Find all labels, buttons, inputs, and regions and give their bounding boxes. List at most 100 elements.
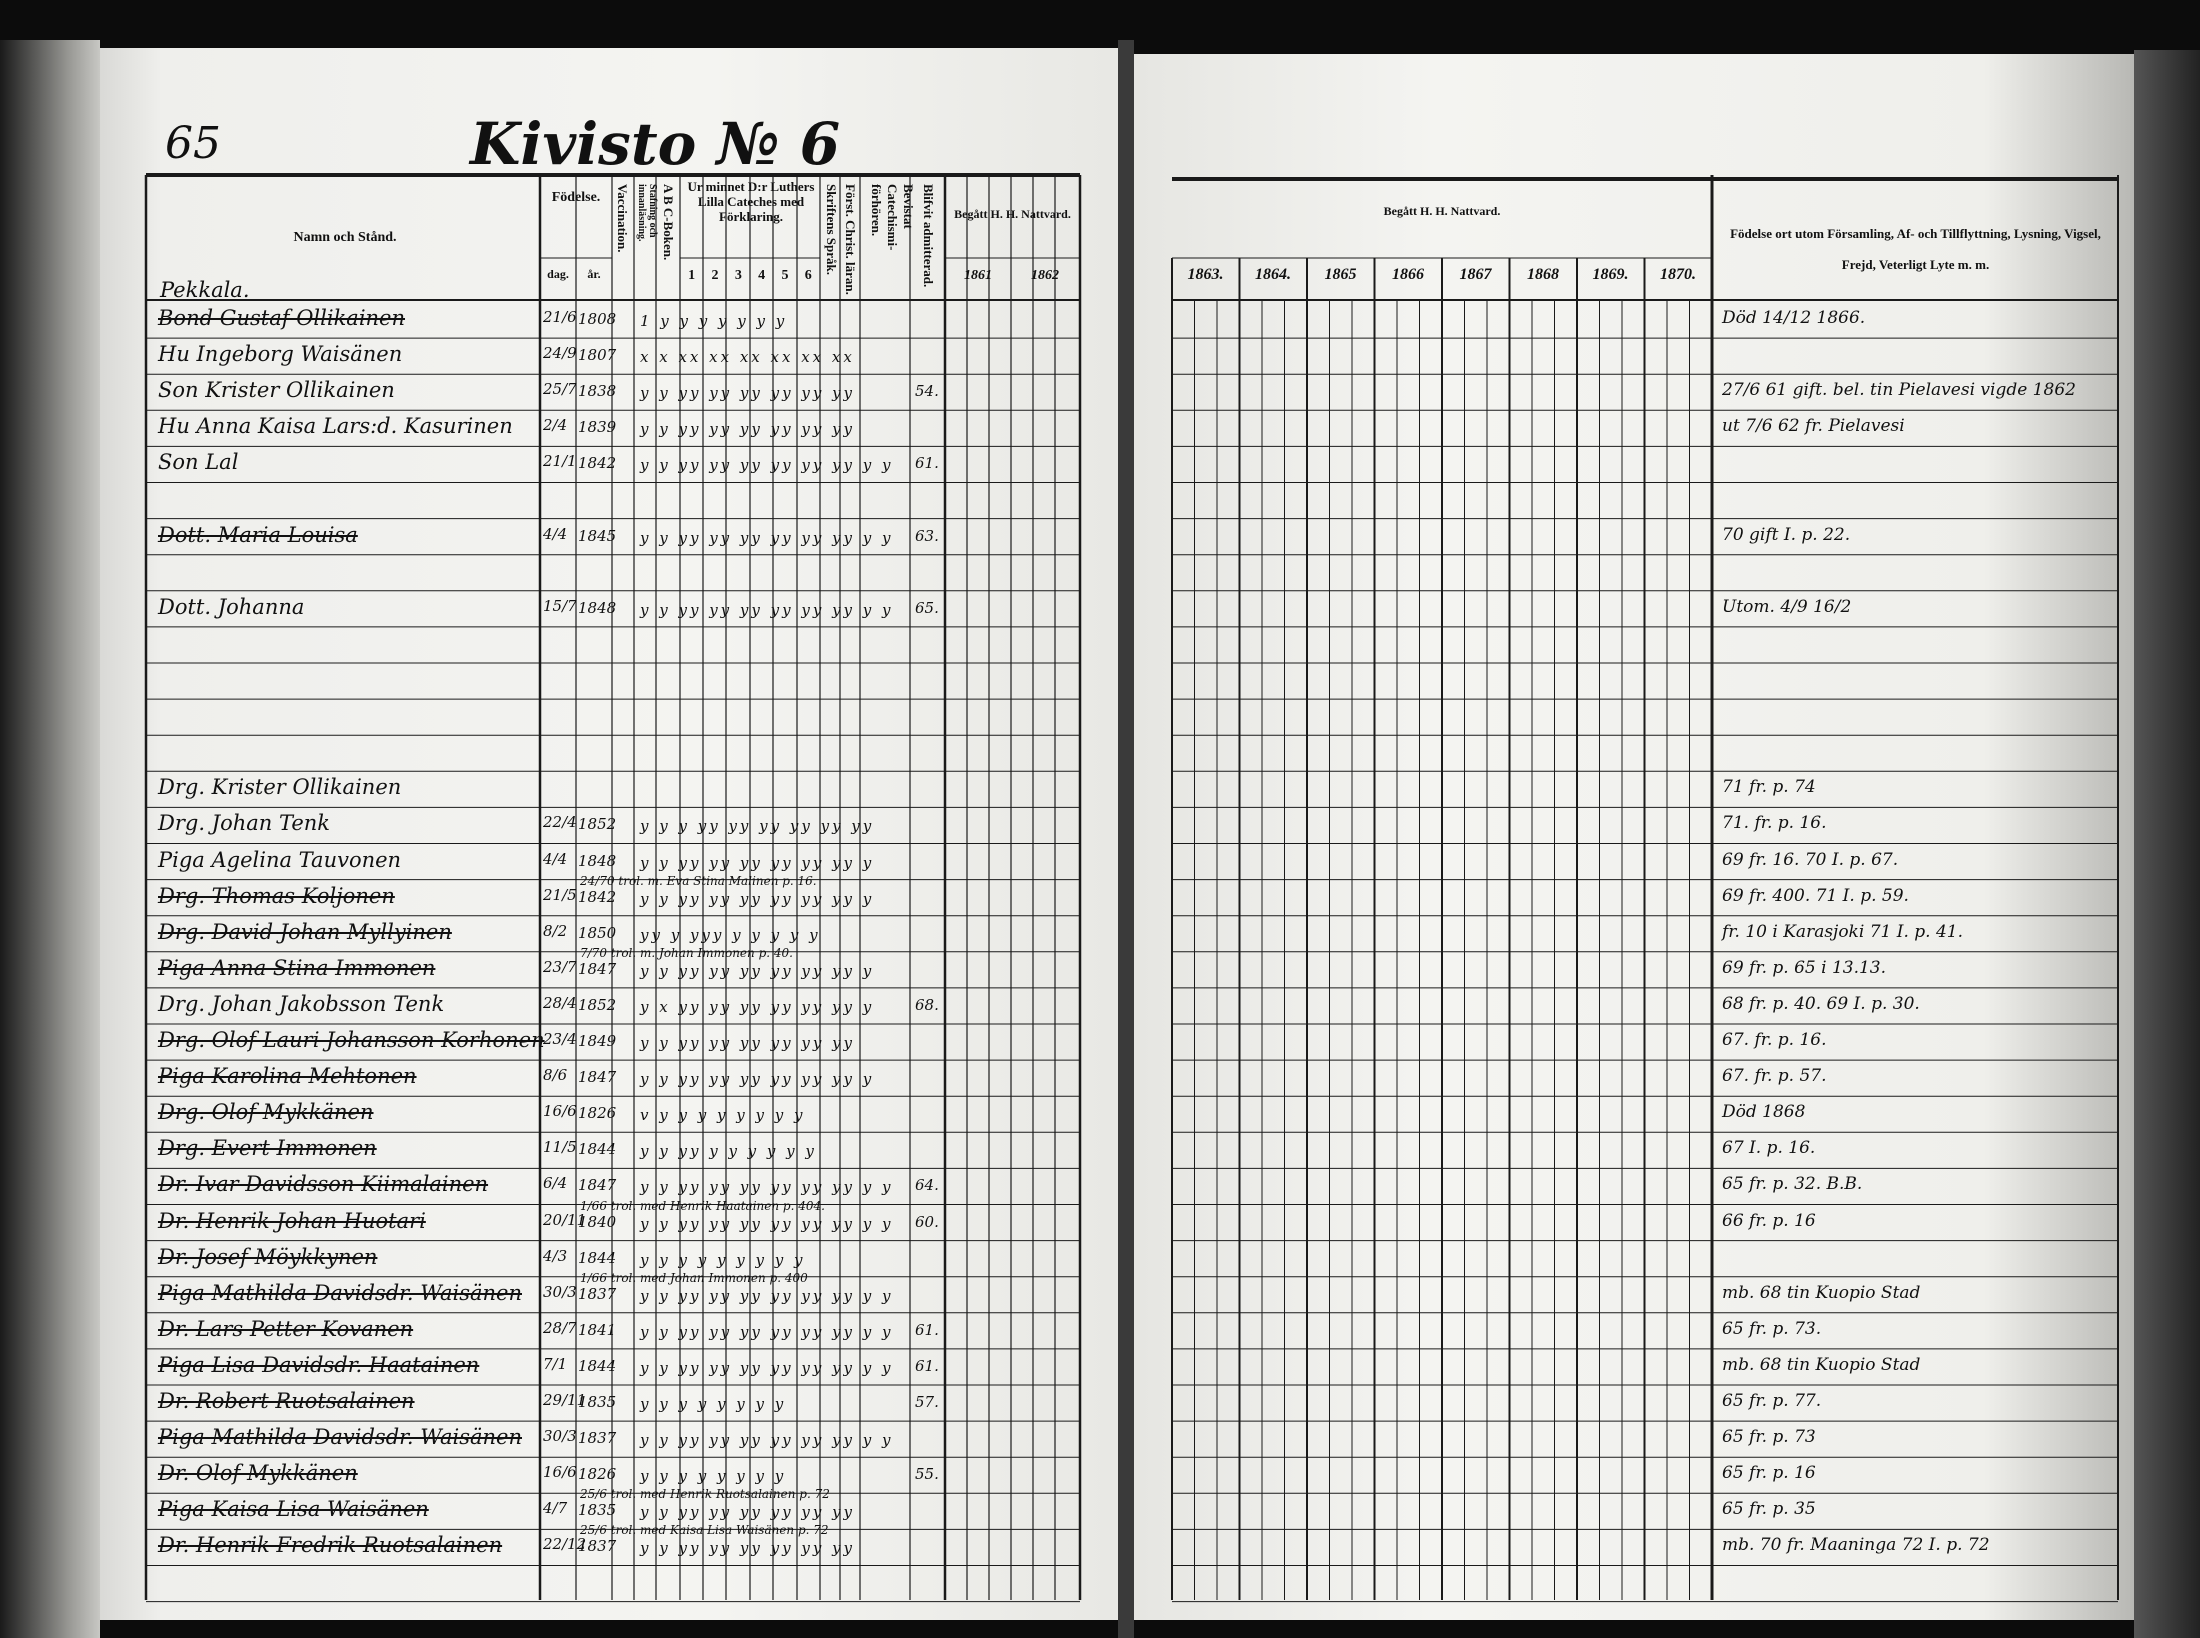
- header-year: 1865: [1324, 266, 1357, 283]
- birth-day: 29/11: [543, 1391, 587, 1409]
- birth-day: 15/7: [543, 596, 577, 615]
- person-name: Son Krister Ollikainen: [158, 378, 395, 403]
- header-year: 1866: [1392, 266, 1424, 283]
- header-birth-year: år.: [587, 267, 601, 281]
- birth-day: 4/7: [543, 1499, 568, 1518]
- birth-year: 1838: [578, 382, 617, 401]
- remark-note: 67. fr. p. 16.: [1722, 1030, 1827, 1050]
- remark-note: 67 I. p. 16.: [1722, 1138, 1816, 1159]
- header-year: 1867: [1459, 266, 1492, 283]
- remark-note: 65 fr. p. 73.: [1722, 1318, 1822, 1339]
- remark-note: 65 fr. p. 35: [1722, 1499, 1816, 1520]
- birth-day: 7/1: [543, 1354, 568, 1373]
- birth-year: 1826: [578, 1104, 617, 1123]
- birth-day: 4/4: [543, 524, 568, 543]
- interlinear-note: 7/70 trol. m. Johan Immonen p. 40.: [580, 945, 793, 960]
- header-year: 1868: [1527, 266, 1559, 283]
- remark-note: 69 fr. p. 65 i 13.13.: [1722, 957, 1887, 978]
- catechism-marks: x x xx xx xx xx xx xx: [640, 348, 855, 367]
- person-name: Piga Anna Stina Immonen: [158, 955, 436, 980]
- birth-day: 4/4: [543, 849, 568, 868]
- catechism-marks: y y yy yy yy yy yy yy y y: [640, 1322, 894, 1341]
- header-birth: Födelse.: [551, 190, 601, 205]
- birth-year: 1844: [578, 1140, 617, 1159]
- catechism-marks: y y y y y y y y y: [640, 1250, 806, 1269]
- admitted-year: 60.: [915, 1212, 939, 1231]
- remark-note: Död 14/12 1866.: [1722, 308, 1866, 328]
- catechism-marks: y y yy yy yy yy yy yy y: [640, 853, 875, 872]
- remark-note: 70 gift I. p. 22.: [1722, 524, 1851, 545]
- header-communion-right: Begått H. H. Nattvard.: [1383, 204, 1501, 218]
- remark-note: 65 fr. p. 16: [1722, 1463, 1816, 1484]
- person-name: Drg. Thomas Koljonen: [158, 883, 395, 908]
- admitted-year: 65.: [915, 598, 939, 617]
- birth-day: 24/9: [543, 344, 577, 363]
- person-name: Piga Lisa Davidsdr. Haatainen: [158, 1352, 480, 1377]
- admitted-year: 57.: [915, 1393, 939, 1411]
- catechism-marks: y y yy yy yy yy yy yy y y: [640, 600, 894, 619]
- birth-day: 25/7: [543, 380, 577, 399]
- catechism-number: 6: [804, 268, 812, 283]
- birth-year: 1835: [578, 1501, 617, 1520]
- remark-note: mb. 68 tin Kuopio Stad: [1722, 1282, 1921, 1303]
- catechism-marks: y y yy yy yy yy yy yy y y: [640, 528, 894, 547]
- catechism-marks: y x yy yy yy yy yy yy y: [640, 997, 875, 1016]
- birth-day: 11/5: [543, 1138, 577, 1157]
- birth-year: 1847: [578, 1068, 617, 1087]
- catechism-marks: y y yy yy yy yy yy yy: [640, 1503, 856, 1522]
- remark-note: fr. 10 i Karasjoki 71 I. p. 41.: [1722, 921, 1963, 942]
- catechism-marks: yy y yyy y y y y y: [640, 925, 821, 944]
- admitted-year: 61.: [915, 1356, 939, 1375]
- birth-year: 1837: [578, 1537, 617, 1556]
- admitted-year: 68.: [915, 995, 939, 1014]
- catechism-marks: y y yy yy yy yy yy yy y: [640, 889, 875, 908]
- birth-year: 1852: [578, 995, 617, 1014]
- header-year: 1864.: [1255, 266, 1291, 283]
- remark-note: ut 7/6 62 fr. Pielavesi: [1722, 416, 1905, 437]
- birth-day: 23/7: [543, 957, 577, 976]
- catechism-marks: y y yy yy yy yy yy yy y: [640, 961, 875, 980]
- catechism-number: 2: [711, 268, 719, 283]
- admitted-year: 61.: [915, 454, 939, 473]
- header-catechism: Ur minnet D:r Luthers Lilla Cateches med…: [687, 179, 815, 224]
- header-vaccination: Vaccination.: [615, 184, 630, 253]
- catechism-marks: y y yy yy yy yy yy yy y y: [640, 1178, 894, 1197]
- admitted-year: 54.: [915, 382, 939, 401]
- catechism-number: 1: [688, 268, 696, 283]
- catechism-marks: y y yy yy yy yy yy yy: [640, 384, 856, 403]
- header-year: 1863.: [1187, 266, 1224, 283]
- header-catechism-attended: Bevistat Catechismi-förhören.: [869, 184, 916, 251]
- interlinear-note: 25/6 trol. med Kaisa Lisa Waisänen p. 72: [580, 1523, 829, 1538]
- person-name: Bond Gustaf Ollikainen: [158, 306, 406, 330]
- catechism-number: 4: [758, 268, 766, 283]
- birth-year: 1837: [578, 1429, 617, 1448]
- header-year-1861: 1861: [964, 268, 992, 283]
- remark-note: Död 1868: [1722, 1102, 1806, 1123]
- admitted-year: 64.: [915, 1176, 939, 1195]
- birth-year: 1849: [578, 1032, 617, 1050]
- remark-note: 65 fr. p. 77.: [1722, 1391, 1822, 1411]
- catechism-number: 3: [734, 268, 742, 283]
- person-name: Dr. Olof Mykkänen: [158, 1461, 358, 1486]
- person-name: Drg. Krister Ollikainen: [158, 775, 402, 800]
- interlinear-note: 1/66 trol. med Henrik Haatainen p. 404.: [580, 1198, 825, 1213]
- birth-year: 1847: [578, 1176, 617, 1195]
- admitted-year: 55.: [915, 1465, 939, 1484]
- remark-note: 66 fr. p. 16: [1722, 1210, 1816, 1231]
- birth-year: 1845: [578, 526, 617, 545]
- birth-day: 8/6: [543, 1066, 568, 1085]
- birth-year: 1842: [578, 887, 617, 906]
- birth-year: 1848: [578, 851, 617, 870]
- catechism-marks: v y y y y y y y y: [640, 1106, 806, 1125]
- admitted-year: 63.: [915, 526, 939, 545]
- remark-note: 65 fr. p. 32. B.B.: [1722, 1174, 1863, 1195]
- catechism-number: 5: [781, 268, 789, 283]
- header-scripture: Skriftens Språk.: [824, 184, 839, 276]
- birth-day: 21/6: [543, 308, 577, 326]
- birth-day: 16/6: [543, 1463, 577, 1482]
- catechism-marks: y y y y y y y y: [640, 1395, 787, 1413]
- catechism-marks: 1 y y y y y y y: [640, 312, 788, 330]
- page-title: Kivisto № 6: [470, 110, 841, 178]
- birth-day: 21/5: [543, 885, 577, 904]
- catechism-marks: y y yy yy yy yy yy yy: [640, 420, 856, 439]
